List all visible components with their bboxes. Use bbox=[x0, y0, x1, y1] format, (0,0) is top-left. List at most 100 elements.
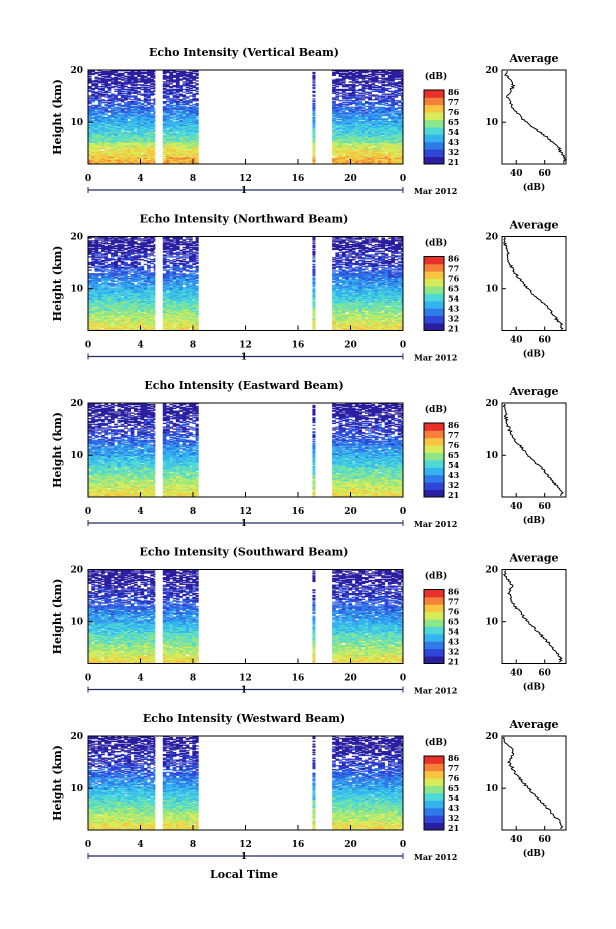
heatmap-cell bbox=[169, 108, 174, 110]
heatmap-cell bbox=[341, 113, 346, 115]
heatmap-cell bbox=[147, 143, 151, 145]
heatmap-cell bbox=[110, 125, 115, 127]
heatmap-cell bbox=[332, 145, 336, 147]
heatmap-cell bbox=[368, 121, 372, 124]
heatmap-cell bbox=[182, 127, 187, 129]
heatmap-cell bbox=[175, 144, 180, 146]
heatmap-cell bbox=[140, 150, 145, 153]
heatmap-cell bbox=[189, 159, 193, 161]
heatmap-cell bbox=[335, 115, 340, 117]
heatmap-cell bbox=[97, 147, 102, 149]
heatmap-cell bbox=[381, 80, 386, 82]
heatmap-cell bbox=[374, 86, 379, 89]
heatmap-cell bbox=[162, 145, 167, 147]
heatmap-cell bbox=[130, 92, 135, 94]
heatmap-cell bbox=[312, 144, 316, 146]
heatmap-cell bbox=[387, 106, 392, 108]
heatmap-cell bbox=[172, 80, 177, 82]
heatmap-cell bbox=[355, 135, 359, 138]
heatmap-cell bbox=[185, 141, 190, 143]
heatmap-cell bbox=[368, 145, 372, 147]
heatmap-cell bbox=[384, 102, 389, 105]
heatmap-cell bbox=[378, 85, 382, 88]
heatmap-cell bbox=[189, 136, 193, 139]
heatmap-cell bbox=[101, 141, 105, 143]
heatmap-cell bbox=[338, 158, 343, 160]
heatmap-cell bbox=[124, 88, 128, 91]
heatmap-cell bbox=[104, 135, 109, 138]
heatmap-cell bbox=[335, 141, 340, 143]
heatmap-cell bbox=[153, 158, 156, 160]
heatmap-cell bbox=[101, 148, 105, 150]
heatmap-cell bbox=[338, 95, 343, 97]
heatmap-cell bbox=[355, 142, 359, 144]
heatmap-cell bbox=[137, 147, 141, 149]
heatmap-cell bbox=[127, 143, 132, 145]
heatmap-cell bbox=[172, 161, 177, 163]
heatmap-cell bbox=[137, 146, 141, 148]
heatmap-cell bbox=[169, 138, 174, 140]
heatmap-cell bbox=[107, 144, 112, 146]
heatmap-cell bbox=[192, 156, 197, 158]
heatmap-cell bbox=[341, 70, 346, 73]
heatmap-cell bbox=[94, 110, 99, 112]
heatmap-cell bbox=[368, 152, 372, 155]
heatmap-cell bbox=[338, 110, 343, 112]
heatmap-cell bbox=[358, 123, 363, 125]
heatmap-cell bbox=[341, 147, 346, 149]
heatmap-cell bbox=[166, 162, 170, 164]
heatmap-cell bbox=[140, 74, 145, 77]
heatmap-cell bbox=[351, 162, 356, 164]
heatmap-cell bbox=[312, 148, 316, 150]
heatmap-cell bbox=[351, 130, 356, 132]
heatmap-cell bbox=[110, 104, 115, 107]
heatmap-cell bbox=[140, 119, 145, 122]
heatmap-cell bbox=[120, 145, 125, 147]
heatmap-cell bbox=[195, 142, 199, 144]
heatmap-cell bbox=[107, 153, 112, 155]
heatmap-cell bbox=[345, 159, 349, 161]
colorbar-tick-label: 65 bbox=[448, 117, 459, 127]
heatmap-cell bbox=[332, 115, 336, 117]
heatmap-cell bbox=[175, 157, 180, 159]
heatmap-cell bbox=[341, 123, 346, 125]
heatmap-cell bbox=[368, 105, 372, 108]
heatmap-cell bbox=[355, 96, 359, 98]
heatmap-cell bbox=[140, 116, 145, 118]
heatmap-cell bbox=[175, 151, 180, 154]
heatmap-cell bbox=[189, 149, 193, 152]
heatmap-cell bbox=[127, 134, 132, 137]
heatmap-cell bbox=[104, 79, 109, 81]
heatmap-cell bbox=[312, 98, 316, 100]
heatmap-cell bbox=[114, 141, 118, 143]
heatmap-cell bbox=[185, 112, 190, 114]
heatmap-cell bbox=[124, 127, 128, 129]
heatmap-cell bbox=[371, 94, 376, 96]
heatmap-cell bbox=[189, 95, 193, 97]
heatmap-cell bbox=[175, 89, 180, 92]
heatmap-cell bbox=[107, 132, 112, 135]
heatmap-cell bbox=[368, 125, 372, 127]
heatmap-cell bbox=[332, 149, 336, 152]
heatmap-cell bbox=[117, 104, 122, 107]
heatmap-cell bbox=[185, 97, 190, 99]
heatmap-cell bbox=[153, 122, 156, 124]
heatmap-cell bbox=[97, 78, 102, 80]
heatmap-cell bbox=[137, 127, 141, 129]
heatmap-cell bbox=[162, 143, 167, 145]
heatmap-cell bbox=[117, 153, 122, 155]
heatmap-cell bbox=[172, 108, 177, 110]
heatmap-cell bbox=[335, 116, 340, 118]
heatmap-cell bbox=[185, 110, 190, 112]
heatmap-cell bbox=[172, 153, 177, 155]
heatmap-cell bbox=[150, 87, 155, 90]
heatmap-cell bbox=[94, 71, 99, 74]
heatmap-cell bbox=[91, 125, 95, 127]
heatmap-cell bbox=[351, 114, 356, 116]
heatmap-cell bbox=[153, 102, 156, 105]
heatmap-cell bbox=[312, 74, 316, 77]
heatmap-cell bbox=[175, 78, 180, 80]
heatmap-cell bbox=[358, 162, 363, 164]
heatmap-cell bbox=[192, 85, 197, 88]
heatmap-cell bbox=[101, 146, 105, 148]
